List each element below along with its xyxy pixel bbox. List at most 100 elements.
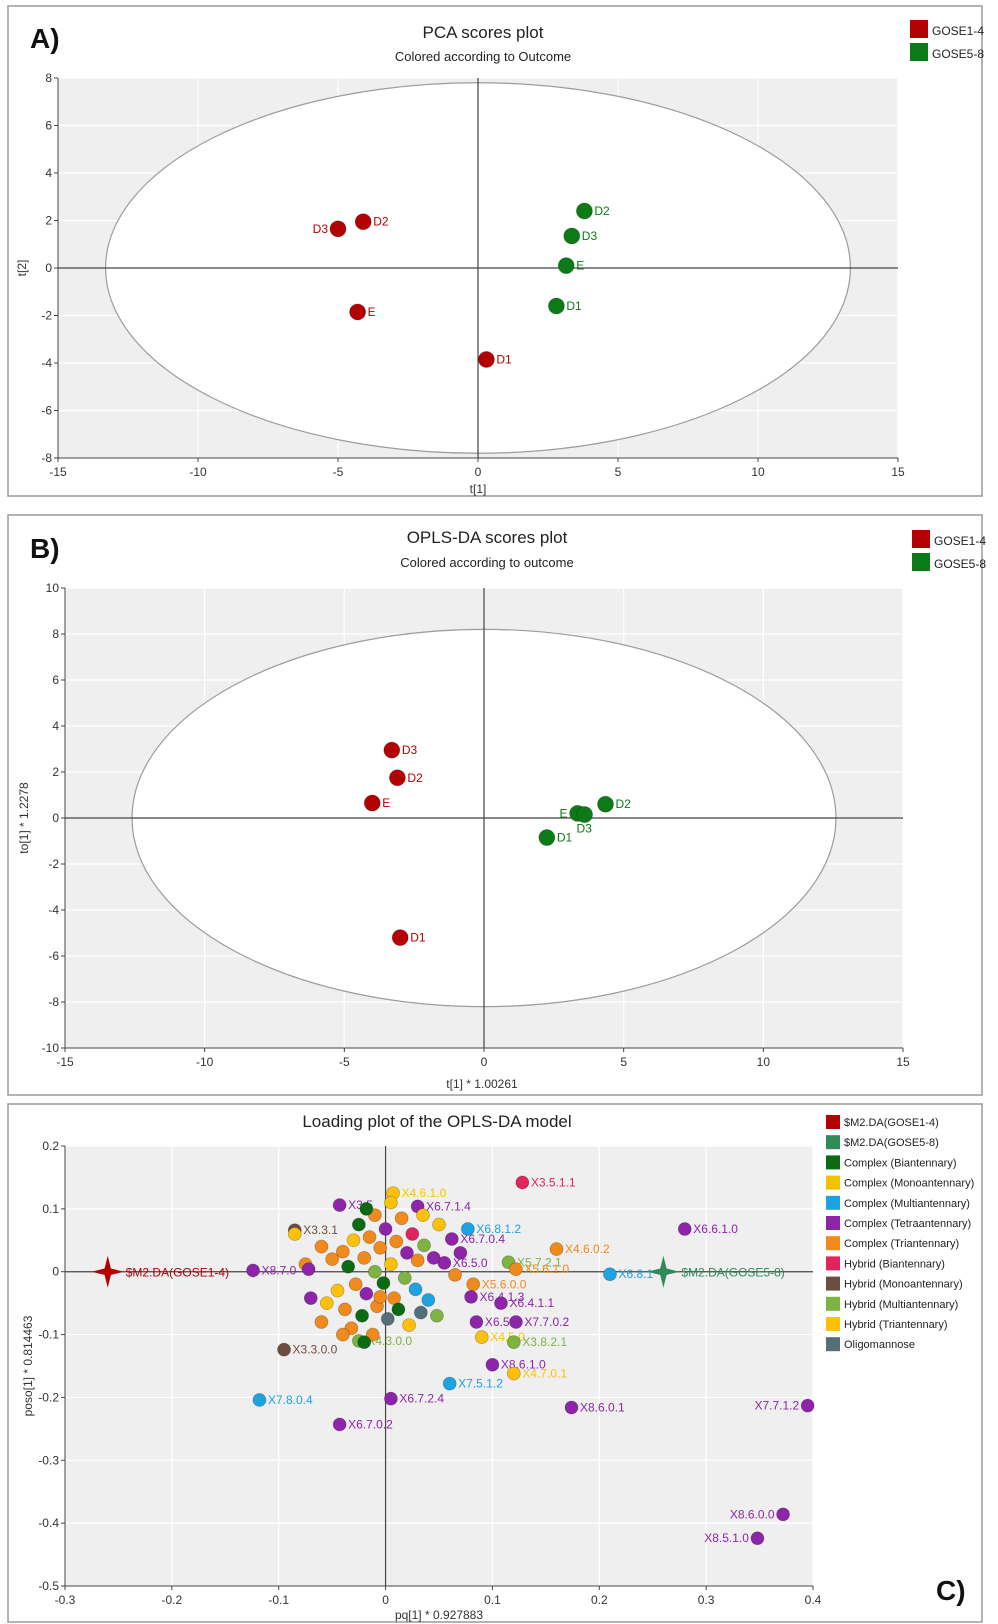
data-point	[325, 1252, 340, 1267]
data-point	[485, 1357, 500, 1372]
y-tick-label: -4	[48, 903, 59, 917]
data-point	[437, 1256, 452, 1270]
point-label: E	[382, 796, 390, 810]
data-point	[359, 1201, 374, 1216]
data-point	[549, 1242, 564, 1256]
x-tick-label: -0.3	[55, 1593, 76, 1607]
data-point	[301, 1262, 316, 1277]
point-label: X7.5.1.2	[458, 1377, 503, 1391]
y-tick-label: 0	[52, 1265, 59, 1279]
chart-title: PCA scores plot	[423, 23, 544, 42]
x-tick-label: 10	[757, 1055, 771, 1069]
data-point	[509, 1262, 523, 1277]
x-tick-label: -5	[339, 1055, 350, 1069]
chart-title: OPLS-DA scores plot	[407, 528, 568, 547]
data-point	[314, 1239, 329, 1254]
legend-swatch	[826, 1276, 840, 1291]
data-point	[421, 1293, 436, 1307]
x-tick-label: -0.2	[162, 1593, 183, 1607]
legend-label: Hybrid (Multiantennary)	[844, 1299, 958, 1311]
data-point	[776, 1507, 790, 1522]
data-point	[563, 227, 581, 245]
data-point	[351, 1217, 366, 1232]
data-point	[389, 769, 406, 787]
point-label: D2	[594, 204, 610, 218]
y-tick-label: 8	[45, 71, 52, 85]
point-label: X8.6.0.1	[580, 1400, 625, 1414]
x-axis-label: pq[1] * 0.927883	[395, 1608, 483, 1622]
point-label: D1	[410, 931, 426, 945]
data-point	[515, 1175, 530, 1190]
y-tick-label: -2	[41, 309, 52, 323]
y-tick-label: 6	[52, 673, 59, 687]
data-point	[357, 1250, 372, 1265]
point-label: X3.3.1	[303, 1223, 338, 1237]
point-label: X6.8.1.2	[476, 1222, 521, 1236]
x-tick-label: 15	[896, 1055, 910, 1069]
chart-subtitle: Colored according to Outcome	[395, 49, 571, 64]
data-point	[335, 1327, 350, 1342]
data-point	[332, 1417, 347, 1432]
legend-swatch	[826, 1216, 840, 1230]
x-tick-label: 0	[382, 1593, 389, 1607]
point-label: X8.5.1.0	[704, 1531, 749, 1545]
x-axis-label: t[1]	[470, 482, 487, 496]
data-point	[349, 303, 367, 321]
data-point	[314, 1315, 329, 1329]
point-label: X3.5.1.1	[531, 1175, 576, 1189]
data-point	[348, 1277, 363, 1292]
data-point	[800, 1398, 815, 1413]
data-point	[373, 1289, 388, 1304]
legend-swatch	[826, 1296, 840, 1311]
legend-swatch	[912, 530, 930, 548]
data-point	[494, 1296, 508, 1311]
data-point	[363, 794, 381, 812]
point-label: X6.4.1.1	[509, 1296, 554, 1310]
data-point	[329, 220, 347, 238]
legend-label: Complex (Biantennary)	[844, 1157, 957, 1169]
data-point	[380, 1311, 395, 1326]
chart-title: Loading plot of the OPLS-DA model	[302, 1112, 571, 1131]
legend-swatch	[826, 1155, 840, 1170]
point-label: X3.3.0.0	[293, 1343, 338, 1357]
point-label: X6.7.0.2	[348, 1417, 393, 1431]
y-tick-label: 0	[52, 811, 59, 825]
data-point	[346, 1233, 361, 1248]
data-point	[442, 1376, 457, 1391]
point-label: D3	[313, 222, 329, 236]
x-tick-label: -10	[196, 1055, 214, 1069]
x-tick-label: 0.4	[805, 1593, 822, 1607]
data-point	[538, 829, 556, 846]
data-point	[365, 1327, 380, 1342]
y-tick-label: 2	[45, 214, 52, 228]
point-label: X7.7.0.2	[524, 1315, 569, 1329]
data-point	[597, 795, 614, 813]
legend-label: Hybrid (Monoantennary)	[844, 1279, 963, 1291]
y-tick-label: -2	[48, 857, 59, 871]
point-label: X6.6.1.0	[693, 1222, 738, 1236]
data-point	[378, 1222, 393, 1236]
legend-swatch	[826, 1195, 840, 1210]
chart-panel-1: -15 -10 -5 0 5 10 15 -8 -6 -4 -2 0 2 4 6 8 A) PCA scores …	[7, 5, 984, 497]
point-label: D2	[616, 797, 632, 811]
data-point	[384, 1195, 398, 1210]
data-point	[564, 1400, 579, 1415]
data-point	[474, 1330, 489, 1344]
data-point	[410, 1253, 425, 1268]
data-point	[252, 1393, 267, 1407]
class-star-marker	[647, 1255, 680, 1288]
point-label: X7.8.0.4	[268, 1393, 313, 1407]
legend-swatch	[912, 553, 930, 571]
point-label: X3.8.2.1	[522, 1335, 567, 1349]
point-label: D1	[496, 352, 512, 366]
data-point	[397, 1271, 412, 1285]
y-axis-label: to[1] * 1.2278	[17, 782, 31, 854]
legend-label: $M2.DA(GOSE1-4)	[844, 1117, 939, 1129]
point-label: X4.7.0.1	[522, 1367, 567, 1381]
data-point	[332, 1198, 347, 1212]
data-point	[303, 1291, 318, 1306]
panel-letter: A)	[30, 23, 60, 54]
data-point	[469, 1315, 484, 1329]
x-tick-label: 0	[481, 1055, 488, 1069]
data-point	[391, 929, 409, 946]
